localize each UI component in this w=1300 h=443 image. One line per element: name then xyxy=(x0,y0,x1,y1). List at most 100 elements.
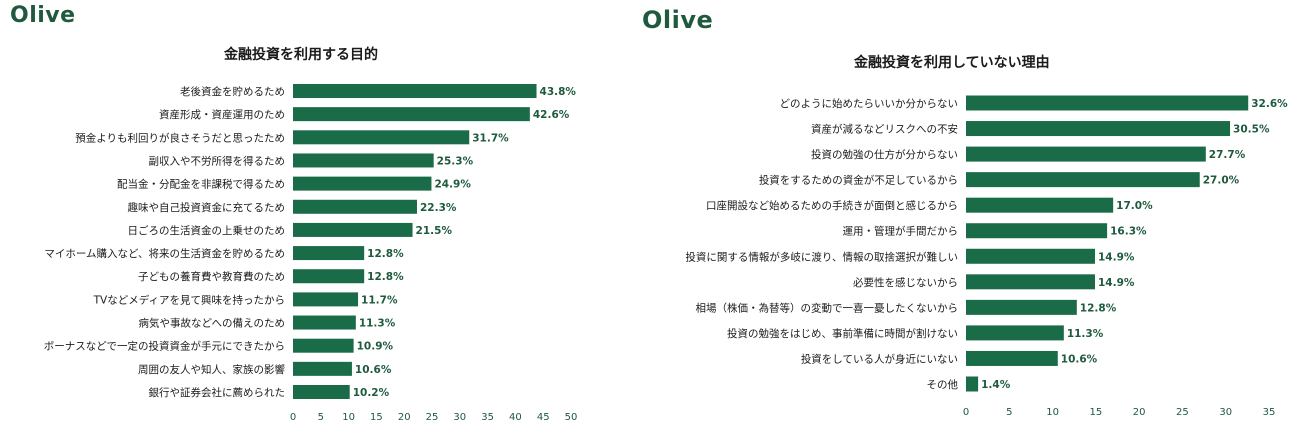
bar xyxy=(966,146,1206,162)
bar-chart-investment-purposes: 老後資金を貯めるため 43.8% 資産形成・資産運用のため 42.6% 預金よりも利回り… xyxy=(44,84,578,423)
category-label: 資産形成・資産運用のため xyxy=(159,108,285,121)
chart-title: 金融投資を利用していない理由 xyxy=(854,55,1050,71)
value-label: 16.3% xyxy=(1110,226,1147,238)
category-label: 配当金・分配金を非課税で得るため xyxy=(117,178,285,191)
bar xyxy=(293,315,356,330)
value-label: 11.7% xyxy=(361,294,398,306)
value-label: 31.7% xyxy=(472,132,509,144)
bar xyxy=(293,246,365,261)
x-tick-label: 35 xyxy=(1263,407,1276,418)
value-label: 11.3% xyxy=(1067,328,1104,340)
value-label: 12.8% xyxy=(367,271,404,283)
olive-logo: Olive xyxy=(642,6,714,34)
x-tick-label: 25 xyxy=(426,412,439,423)
bar xyxy=(293,338,354,353)
value-label: 24.9% xyxy=(434,179,471,191)
x-tick-label: 50 xyxy=(565,412,578,423)
bar xyxy=(966,223,1108,239)
value-label: 25.3% xyxy=(437,155,474,167)
bar xyxy=(966,172,1200,188)
bar xyxy=(966,350,1058,366)
bar xyxy=(966,197,1114,213)
category-label: ボーナスなどで一定の投資資金が手元にできたから xyxy=(44,340,285,353)
value-label: 42.6% xyxy=(533,109,570,121)
bar xyxy=(293,292,359,307)
bar xyxy=(966,299,1077,315)
category-label: マイホーム購入など、将来の生活資金を貯めるため xyxy=(44,247,285,260)
bar xyxy=(293,269,365,284)
value-label: 32.6% xyxy=(1251,98,1288,110)
bar xyxy=(293,361,352,376)
category-label: 趣味や自己投資資金に充てるため xyxy=(128,201,286,214)
value-label: 12.8% xyxy=(1080,302,1117,314)
bar xyxy=(966,121,1231,137)
x-tick-label: 0 xyxy=(963,407,969,418)
value-label: 10.6% xyxy=(355,364,392,376)
category-label: どのように始めたらいいか分からない xyxy=(780,97,959,110)
category-label: 子どもの養育費や教育費のため xyxy=(138,270,285,283)
bar xyxy=(966,248,1095,264)
bar xyxy=(293,199,417,214)
category-label: その他 xyxy=(927,378,959,391)
value-label: 30.5% xyxy=(1233,124,1270,136)
category-label: 投資の勉強の仕方が分からない xyxy=(811,148,958,161)
category-label: 相場（株価・為替等）の変動で一喜一憂したくないから xyxy=(696,301,959,314)
chart-panel-left: Olive 金融投資を利用する目的 老後資金を貯めるため 43.8% 資産形成・資産… xyxy=(0,0,620,443)
bar xyxy=(293,176,432,191)
x-tick-label: 30 xyxy=(453,412,466,423)
bar xyxy=(293,107,530,122)
x-tick-label: 35 xyxy=(481,412,494,423)
category-label: 周囲の友人や知人、家族の影響 xyxy=(138,363,285,376)
bar xyxy=(966,95,1249,111)
category-label: 投資に関する情報が多岐に渡り、情報の取捨選択が難しい xyxy=(685,250,958,263)
bar xyxy=(966,325,1064,341)
x-tick-label: 15 xyxy=(1089,407,1102,418)
x-tick-label: 30 xyxy=(1219,407,1232,418)
x-tick-label: 0 xyxy=(290,412,296,423)
bar xyxy=(293,385,350,399)
value-label: 10.9% xyxy=(357,341,394,353)
bar xyxy=(966,274,1095,290)
category-label: 必要性を感じないから xyxy=(853,276,958,289)
bar xyxy=(293,222,413,237)
bar xyxy=(293,153,434,168)
x-tick-label: 20 xyxy=(398,412,411,423)
value-label: 27.7% xyxy=(1209,149,1246,161)
category-label: 資産が減るなどリスクへの不安 xyxy=(811,123,958,136)
value-label: 22.3% xyxy=(420,202,457,214)
bar-chart-reasons-not-investing: どのように始めたらいいか分からない 32.6% 資産が減るなどリスクへの不安 30.5… xyxy=(685,95,1288,418)
value-label: 10.2% xyxy=(353,387,390,399)
value-label: 14.9% xyxy=(1098,277,1135,289)
category-label: 投資をしている人が身近にいない xyxy=(801,352,958,365)
category-label: 日ごろの生活資金の上乗せのため xyxy=(128,224,286,237)
value-label: 21.5% xyxy=(416,225,453,237)
value-label: 27.0% xyxy=(1203,175,1240,187)
value-label: 43.8% xyxy=(540,86,577,98)
category-label: 老後資金を貯めるため xyxy=(180,85,285,98)
category-label: 運用・管理が手間だから xyxy=(843,225,959,238)
value-label: 11.3% xyxy=(359,318,396,330)
x-tick-label: 5 xyxy=(1006,407,1012,418)
category-label: 副収入や不労所得を得るため xyxy=(149,154,286,167)
bar xyxy=(293,84,537,98)
x-tick-label: 5 xyxy=(318,412,324,423)
x-tick-label: 10 xyxy=(1046,407,1059,418)
category-label: TVなどメディアを見て興味を持ったから xyxy=(93,293,285,306)
value-label: 10.6% xyxy=(1061,353,1098,365)
chart-panel-right: Olive 金融投資を利用していない理由 どのように始めたらいいか分からない 32… xyxy=(630,0,1300,443)
value-label: 17.0% xyxy=(1116,200,1153,212)
x-tick-label: 10 xyxy=(342,412,355,423)
x-tick-label: 25 xyxy=(1176,407,1189,418)
bar xyxy=(966,376,979,392)
category-label: 銀行や証券会社に薦められた xyxy=(149,386,286,399)
bar xyxy=(293,130,470,145)
chart-title: 金融投資を利用する目的 xyxy=(224,47,378,63)
x-tick-label: 45 xyxy=(537,412,550,423)
category-label: 口座開設など始めるための手続きが面倒と感じるから xyxy=(706,199,958,212)
x-tick-label: 20 xyxy=(1133,407,1146,418)
value-label: 12.8% xyxy=(367,248,404,260)
category-label: 投資をするための資金が不足しているから xyxy=(759,174,958,187)
value-label: 1.4% xyxy=(981,379,1011,391)
category-label: 投資の勉強をはじめ、事前準備に時間が割けない xyxy=(727,327,958,340)
x-tick-label: 15 xyxy=(370,412,383,423)
